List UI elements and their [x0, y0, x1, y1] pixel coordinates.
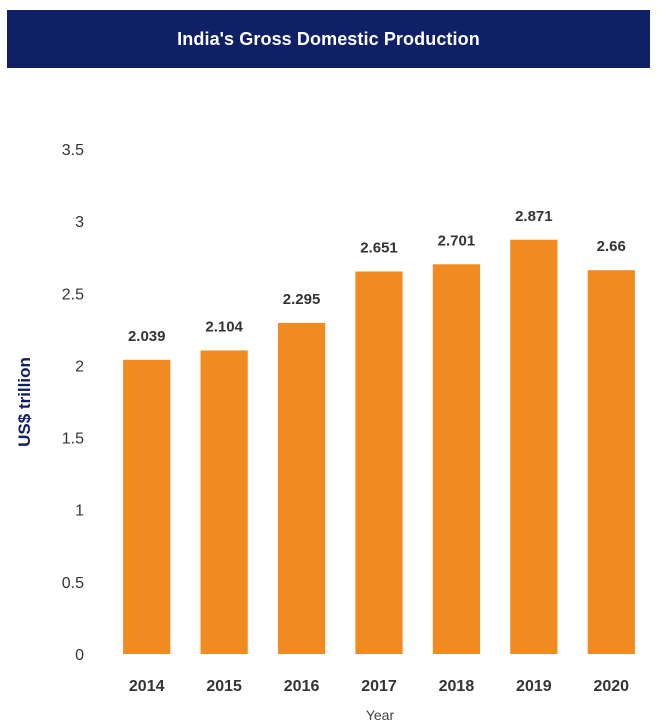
bar-2014	[123, 359, 171, 654]
bar-2017	[355, 271, 403, 654]
x-tick-label-2017: 2017	[361, 678, 397, 695]
x-tick-label-2014: 2014	[129, 678, 165, 695]
y-tick-label: 3.5	[62, 142, 84, 159]
x-axis-ticks: 2014 2015 2016 2017 2018 2019 2020	[129, 678, 629, 695]
data-label-2019: 2.871	[515, 208, 553, 225]
data-label-2017: 2.651	[360, 239, 398, 256]
x-tick-label-2018: 2018	[439, 678, 475, 695]
data-label-2020: 2.66	[597, 238, 626, 255]
chart-title-bar: India's Gross Domestic Production	[7, 10, 650, 68]
y-axis-title: US$ trillion	[15, 357, 34, 447]
y-tick-label: 0.5	[62, 575, 84, 592]
x-tick-label-2020: 2020	[593, 678, 629, 695]
chart-title: India's Gross Domestic Production	[177, 28, 480, 49]
bar-2019	[510, 239, 558, 654]
data-label-2016: 2.295	[283, 291, 321, 308]
y-axis-ticks: 0 0.5 1 1.5 2 2.5 3 3.5	[62, 142, 84, 664]
bar-2015	[200, 350, 248, 654]
y-tick-label: 1	[75, 503, 84, 520]
data-label-2018: 2.701	[438, 232, 476, 249]
bar-2020	[587, 270, 635, 654]
y-tick-label: 2	[75, 358, 84, 375]
y-tick-label: 1.5	[62, 431, 84, 448]
x-axis-title: Year	[366, 707, 395, 723]
y-tick-label: 3	[75, 214, 84, 231]
data-labels-group: 2.039 2.104 2.295 2.651 2.701 2.871 2.66	[128, 208, 626, 345]
bars-group	[123, 239, 635, 654]
y-tick-label: 2.5	[62, 286, 84, 303]
data-label-2015: 2.104	[205, 318, 243, 335]
data-label-2014: 2.039	[128, 328, 166, 345]
bar-2016	[277, 322, 326, 654]
x-tick-label-2016: 2016	[284, 678, 320, 695]
bar-2018	[432, 264, 481, 654]
x-tick-label-2015: 2015	[206, 678, 242, 695]
y-tick-label: 0	[75, 647, 84, 664]
x-tick-label-2019: 2019	[516, 678, 552, 695]
